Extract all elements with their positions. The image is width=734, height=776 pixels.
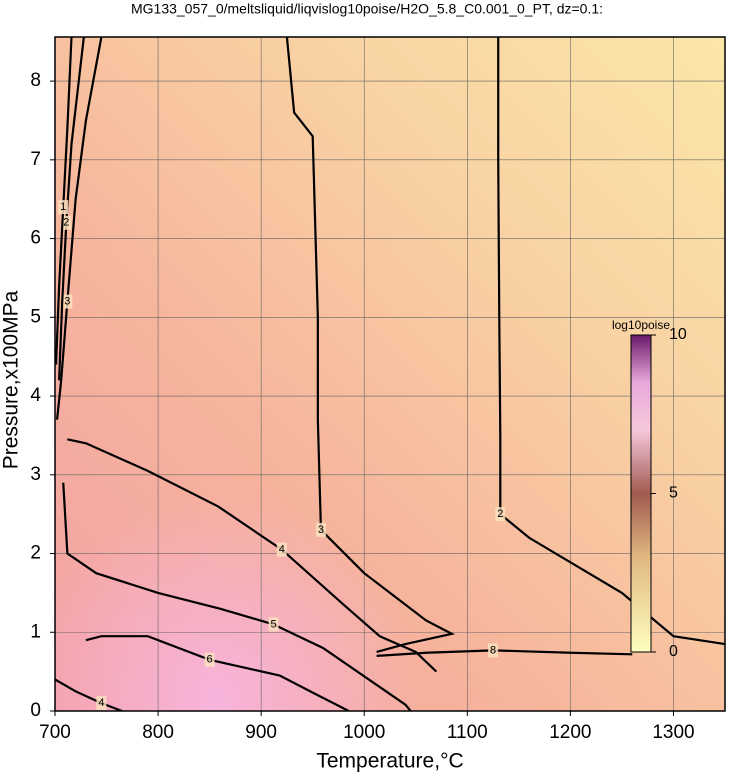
colorbar-tick-label: 10 [669,326,687,343]
contour-label-bg [58,200,69,215]
contour-label-bg [204,652,215,667]
x-tick-label: 1300 [652,722,694,743]
x-tick-label: 900 [245,722,277,743]
contour-label: 3 [64,295,70,307]
plot-shade [55,37,725,711]
contour-line [62,482,412,711]
y-tick-label: 5 [30,306,41,327]
colorbar-tick-label: 5 [669,485,678,502]
colorbar: log10poise 0 5 10 [612,318,687,660]
contour-label-bg [315,522,326,537]
contour-label-bg [268,617,279,632]
contour-line [55,678,123,711]
x-tick-label: 1200 [549,722,591,743]
contour-label-bg [488,643,499,658]
plot-frame [54,36,726,712]
y-tick-label: 2 [30,543,41,564]
x-tick-label: 800 [142,722,174,743]
contour-label: 3 [318,524,324,536]
contour-label-bg [62,294,73,309]
contour-label: 8 [490,644,496,656]
y-axis-label: Pressure,x100MPa [0,290,23,469]
y-tick-label: 8 [30,70,41,91]
colorbar-label: log10poise [612,318,670,332]
colorbar-tick-label: 0 [669,643,678,660]
contour-label: 2 [63,217,69,229]
contours: 2 3 4 5 6 8 3 2 1 4 [55,37,725,711]
contour-label: 4 [279,543,285,555]
y-tick-label: 6 [30,228,41,249]
x-tick-label: 700 [39,722,71,743]
contour-label: 2 [497,508,503,520]
contour-label: 6 [207,654,213,666]
contour-label-bg [61,215,72,230]
x-tick-label: 1100 [447,722,488,743]
contour-line [55,37,103,420]
y-tick-label: 4 [30,385,41,406]
x-axis-label: Temperature,°C [316,750,463,773]
y-tick-label: 0 [30,700,41,721]
contour-label: 1 [60,201,66,213]
contour-label-bg [276,542,287,557]
contour-label-bg [495,507,506,522]
contour-label: 5 [270,618,276,630]
colorbar-gradient [630,334,652,653]
contour-label: 4 [98,697,104,709]
contour-label-bg [96,696,107,711]
y-tick-label: 1 [30,621,41,642]
y-tick-label: 3 [30,464,41,485]
x-tick-label: 1000 [343,722,385,743]
y-tick-label: 7 [30,149,41,170]
chart-title: MG133_057_0/meltsliquid/liqvislog10poise… [131,1,603,17]
